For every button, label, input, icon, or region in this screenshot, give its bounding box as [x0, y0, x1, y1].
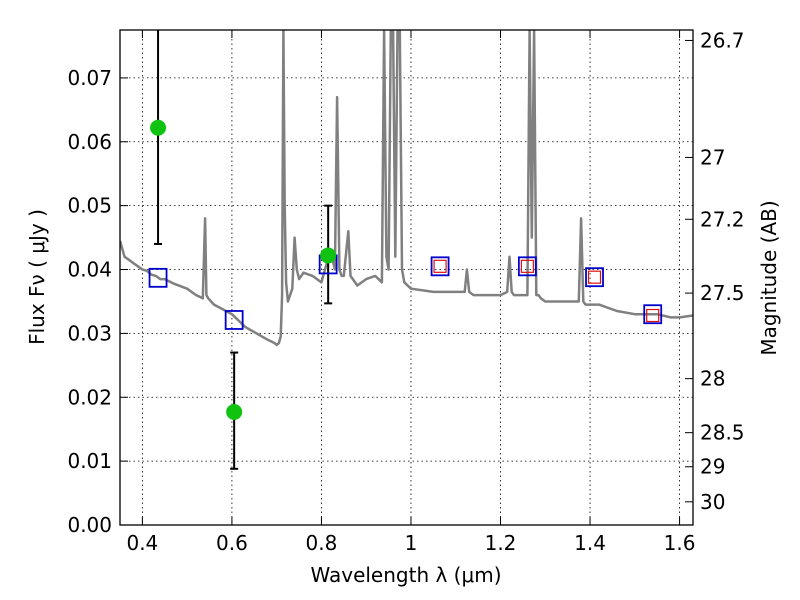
y-tick-label: 0.04 [67, 258, 112, 282]
plot-frame [119, 29, 694, 526]
mag-tick-label: 27.5 [700, 281, 745, 305]
x-tick-label: 1.4 [574, 531, 606, 555]
x-tick-label: 0.6 [216, 531, 248, 555]
y-tick-label: 0.01 [67, 449, 112, 473]
y-tick-label: 0.00 [67, 513, 112, 537]
observed-point [320, 247, 337, 264]
mag-tick-label: 28 [700, 367, 725, 391]
model-photometry-square [585, 267, 604, 288]
mag-tick-label: 29 [700, 455, 725, 479]
model-photometry-square [517, 256, 537, 277]
plot-area [120, 30, 693, 470]
mag-tick-label: 27.2 [700, 207, 745, 231]
x-tick-label: 1 [405, 531, 418, 555]
x-tick-label: 1.6 [664, 531, 696, 555]
mag-tick-label: 28.5 [700, 421, 745, 445]
x-tick-label: 0.8 [306, 531, 338, 555]
observed-point [150, 119, 167, 136]
y-tick-label: 0.07 [67, 66, 112, 90]
model-spectrum-line [120, 30, 693, 347]
axes: 0.4 0.6 0.8 1 1.2 1.4 1.6 0.00 0.01 0.02 0.03 0.04 0… [67, 28, 744, 555]
model-photometry-alt-square [646, 308, 660, 323]
model-photometry-alt-square [520, 259, 534, 273]
y-tick-label: 0.02 [67, 385, 112, 409]
x-tick-label: 0.4 [126, 531, 158, 555]
model-photometry-alt-square [587, 270, 602, 284]
y-tick-label: 0.05 [67, 194, 112, 218]
x-tick-label: 1.2 [485, 531, 517, 555]
observed-point [226, 403, 243, 420]
model-photometry-square [430, 256, 450, 277]
model-photometry-alt-square [433, 259, 447, 273]
mag-tick-label: 30 [700, 490, 725, 514]
y2-axis-label: Magnitude (AB) [757, 200, 781, 355]
x-axis-label: Wavelength λ (μm) [310, 563, 501, 587]
model-photometry-square [224, 310, 244, 330]
y-axis-label: Flux Fν ( μJy ) [25, 209, 49, 345]
mag-tick-label: 27 [700, 145, 725, 169]
y-tick-label: 0.06 [67, 130, 112, 154]
y-tick-label: 0.03 [67, 321, 112, 345]
model-photometry-square [148, 267, 168, 288]
mag-tick-label: 26.7 [700, 28, 745, 52]
model-photometry-square [643, 304, 663, 325]
